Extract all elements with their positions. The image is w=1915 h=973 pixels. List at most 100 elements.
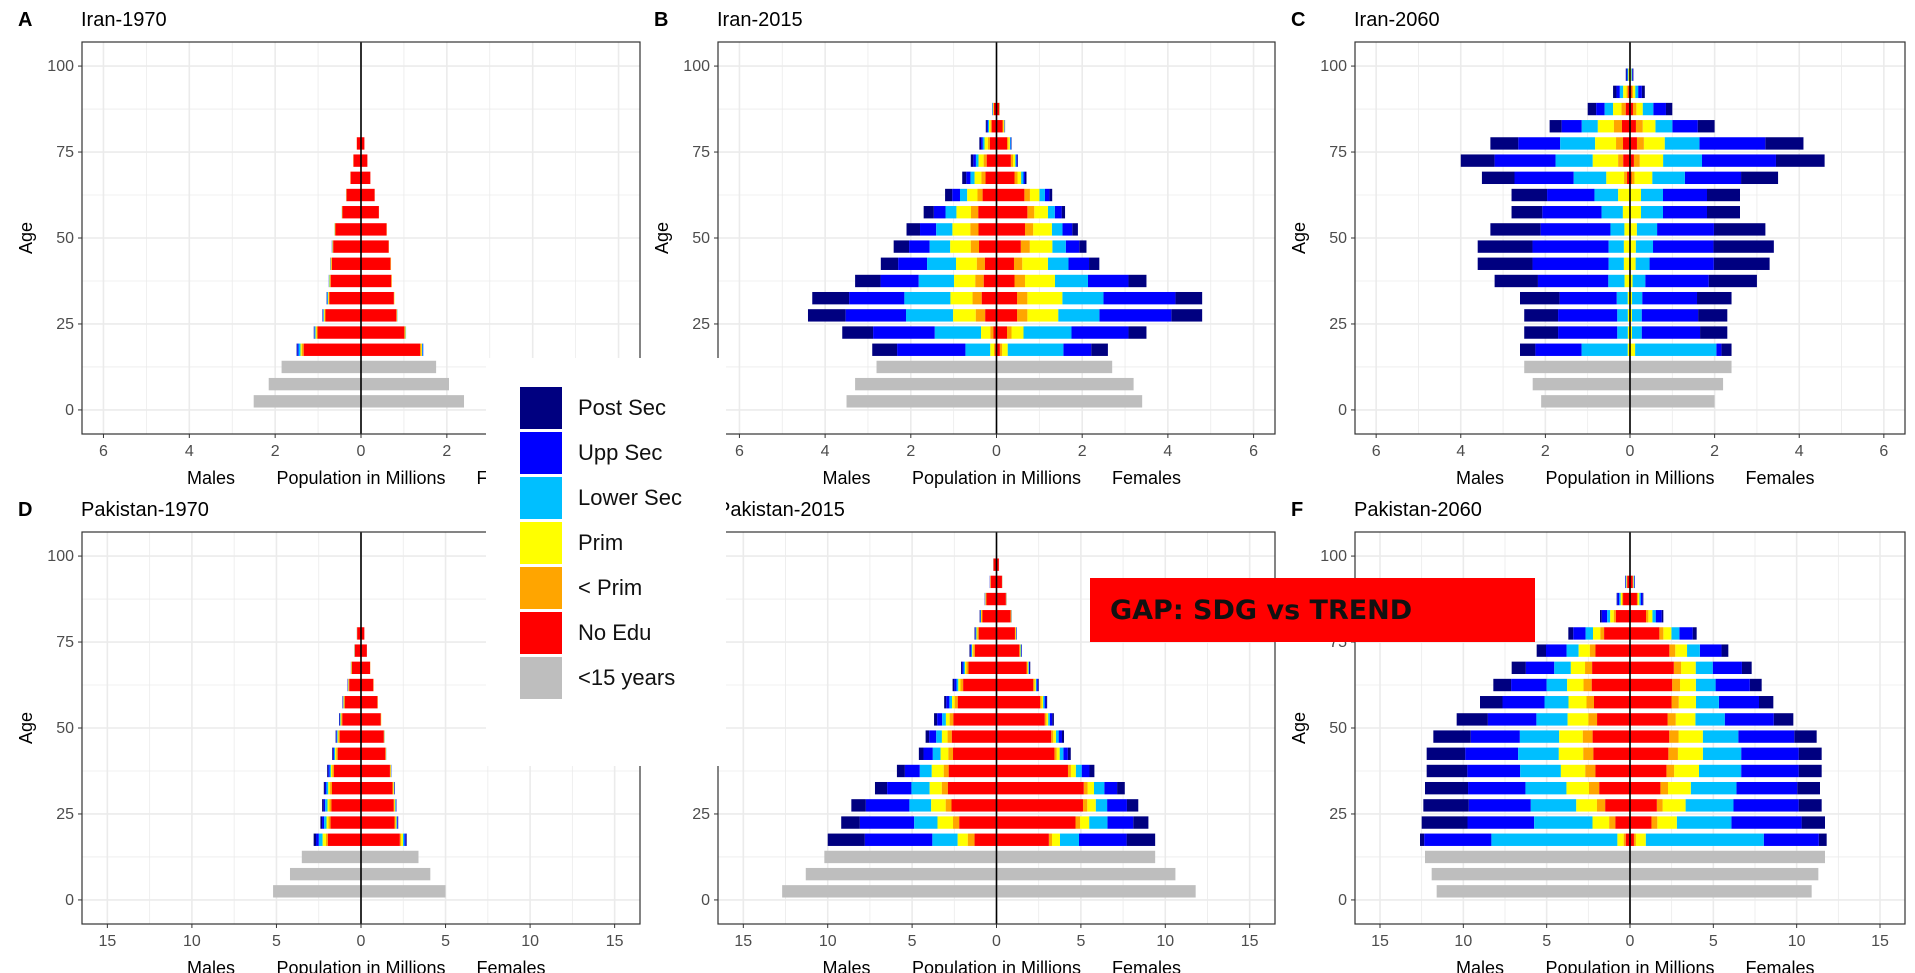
panel-e-female-segment bbox=[1059, 833, 1080, 846]
panel-d-y-tick-label: 0 bbox=[65, 892, 74, 909]
panel-c-male-segment bbox=[1581, 343, 1628, 356]
panel-d-male-segment bbox=[336, 730, 337, 743]
panel-f-male-segment bbox=[1519, 730, 1560, 743]
panel-b-y-tick-label: 75 bbox=[692, 144, 710, 161]
panel-f-male-segment bbox=[1627, 575, 1630, 589]
panel-f-male-segment bbox=[1583, 678, 1592, 692]
panel-b-female-segment bbox=[996, 137, 1007, 150]
panel-f-male-segment bbox=[1518, 747, 1559, 760]
panel-b-male-segment bbox=[982, 137, 985, 150]
panel-c-male-segment bbox=[1624, 223, 1630, 236]
panel-e-male-segment bbox=[981, 610, 983, 623]
panel-a-x-tick-label: 2 bbox=[442, 443, 451, 460]
panel-b-male-segment bbox=[880, 274, 919, 288]
panel-e-male-segment bbox=[914, 816, 938, 829]
panel-e-male-segment bbox=[941, 781, 948, 795]
panel-b-female-segment bbox=[1008, 137, 1010, 150]
panel-f-female-segment bbox=[1676, 816, 1732, 829]
panel-e-female-segment bbox=[996, 799, 1083, 812]
panel-e-male-segment bbox=[993, 558, 997, 571]
panel-c-male-segment bbox=[1547, 188, 1595, 202]
panel-b-male-segment bbox=[967, 188, 978, 202]
panel-d-male-segment bbox=[344, 696, 361, 709]
panel-c-female-segment bbox=[1634, 171, 1653, 185]
panel-e-male-bar bbox=[805, 867, 997, 881]
panel-c-male-segment bbox=[1608, 274, 1625, 288]
panel-f-male-segment bbox=[1615, 610, 1630, 623]
panel-b-female-segment bbox=[1007, 343, 1064, 356]
panel-b-male-segment bbox=[923, 206, 934, 219]
panel-f-male-segment bbox=[1544, 696, 1569, 709]
panel-f-female-segment bbox=[1648, 610, 1653, 623]
panel-b-female-segment bbox=[1017, 291, 1028, 305]
panel-e-male-segment bbox=[966, 661, 969, 675]
panel-e-male-segment bbox=[909, 799, 932, 812]
panel-c-male-segment bbox=[1616, 291, 1628, 305]
panel-a-female-segment bbox=[422, 343, 424, 356]
panel-e-female-segment bbox=[1117, 781, 1125, 795]
panel-f-male-segment bbox=[1425, 781, 1469, 795]
panel-e-male-segment bbox=[948, 764, 997, 778]
panel-c-y-tick-label: 75 bbox=[1329, 144, 1347, 161]
panel-b-female-segment bbox=[1006, 326, 1012, 339]
panel-d-male-segment bbox=[336, 730, 338, 743]
panel-b-male-segment bbox=[978, 206, 997, 219]
panel-c-male-segment bbox=[1621, 102, 1626, 116]
panel-d-title: Pakistan-1970 bbox=[81, 499, 209, 521]
panel-c-female-segment bbox=[1632, 102, 1637, 116]
panel-f-male-segment bbox=[1626, 575, 1627, 589]
panel-d-male-segment bbox=[335, 747, 337, 760]
panel-c-female-segment bbox=[1641, 188, 1663, 202]
panel-d-female-segment bbox=[361, 833, 400, 846]
panel-d-male-segment bbox=[330, 816, 361, 829]
panel-b-female-bar bbox=[996, 360, 1113, 374]
panel-e-male-segment bbox=[911, 781, 930, 795]
panel-f-male-segment bbox=[1600, 610, 1602, 623]
panel-a-male-segment bbox=[329, 291, 361, 305]
panel-e-female-segment bbox=[1054, 747, 1057, 760]
panel-f-male-segment bbox=[1619, 592, 1621, 606]
panel-f-male-segment bbox=[1525, 781, 1567, 795]
panel-e-male-segment bbox=[957, 833, 968, 846]
panel-f-male-segment bbox=[1623, 833, 1626, 846]
panel-a-male-segment bbox=[327, 291, 329, 305]
panel-f-male-segment bbox=[1456, 713, 1488, 726]
panel-d-female-segment bbox=[361, 678, 374, 692]
panel-f-male-segment bbox=[1605, 799, 1630, 812]
panel-c-x-tick-label: 2 bbox=[1710, 443, 1719, 460]
panel-c-male-segment bbox=[1613, 102, 1622, 116]
panel-c-female-segment bbox=[1643, 137, 1665, 150]
panel-b-male-segment bbox=[936, 223, 953, 236]
legend-label-prim: Prim bbox=[578, 530, 624, 555]
panel-f-male-segment bbox=[1423, 799, 1469, 812]
panel-f-x-tick-label: 15 bbox=[1871, 933, 1889, 950]
panel-f-female-segment bbox=[1630, 747, 1669, 760]
panel-f-female-segment bbox=[1692, 627, 1697, 640]
panel-f-female-segment bbox=[1678, 730, 1703, 743]
panel-d-female-segment bbox=[395, 816, 397, 829]
panel-c-female-segment bbox=[1641, 85, 1645, 99]
panel-b-male-segment bbox=[950, 291, 973, 305]
panel-b-male-segment bbox=[959, 188, 968, 202]
panel-b-female-segment bbox=[996, 223, 1025, 236]
panel-e-female-segment bbox=[1075, 816, 1081, 829]
panel-d-x-tick-label: 15 bbox=[606, 933, 624, 950]
panel-f-y-tick-label: 100 bbox=[1320, 548, 1347, 565]
panel-b-male-segment bbox=[981, 326, 991, 339]
panel-b-female-segment bbox=[1024, 188, 1030, 202]
panel-d-male-segment bbox=[316, 833, 319, 846]
panel-a-female-segment bbox=[361, 171, 371, 185]
panel-b-male-segment bbox=[970, 240, 980, 253]
panel-f-male-segment bbox=[1433, 730, 1471, 743]
panel-d-male-segment bbox=[318, 833, 323, 846]
panel-f-female-segment bbox=[1630, 678, 1673, 692]
panel-f-male-segment bbox=[1426, 747, 1466, 760]
panel-e-male-segment bbox=[945, 713, 950, 726]
panel-e-female-segment bbox=[996, 592, 1006, 606]
panel-f-males-label: Males bbox=[1456, 958, 1504, 973]
panel-b-female-segment bbox=[1017, 154, 1018, 167]
panel-c-male-segment bbox=[1592, 154, 1619, 167]
panel-c-female-segment bbox=[1699, 137, 1766, 150]
panel-c-female-segment bbox=[1630, 223, 1637, 236]
panel-d-male-segment bbox=[331, 799, 361, 812]
